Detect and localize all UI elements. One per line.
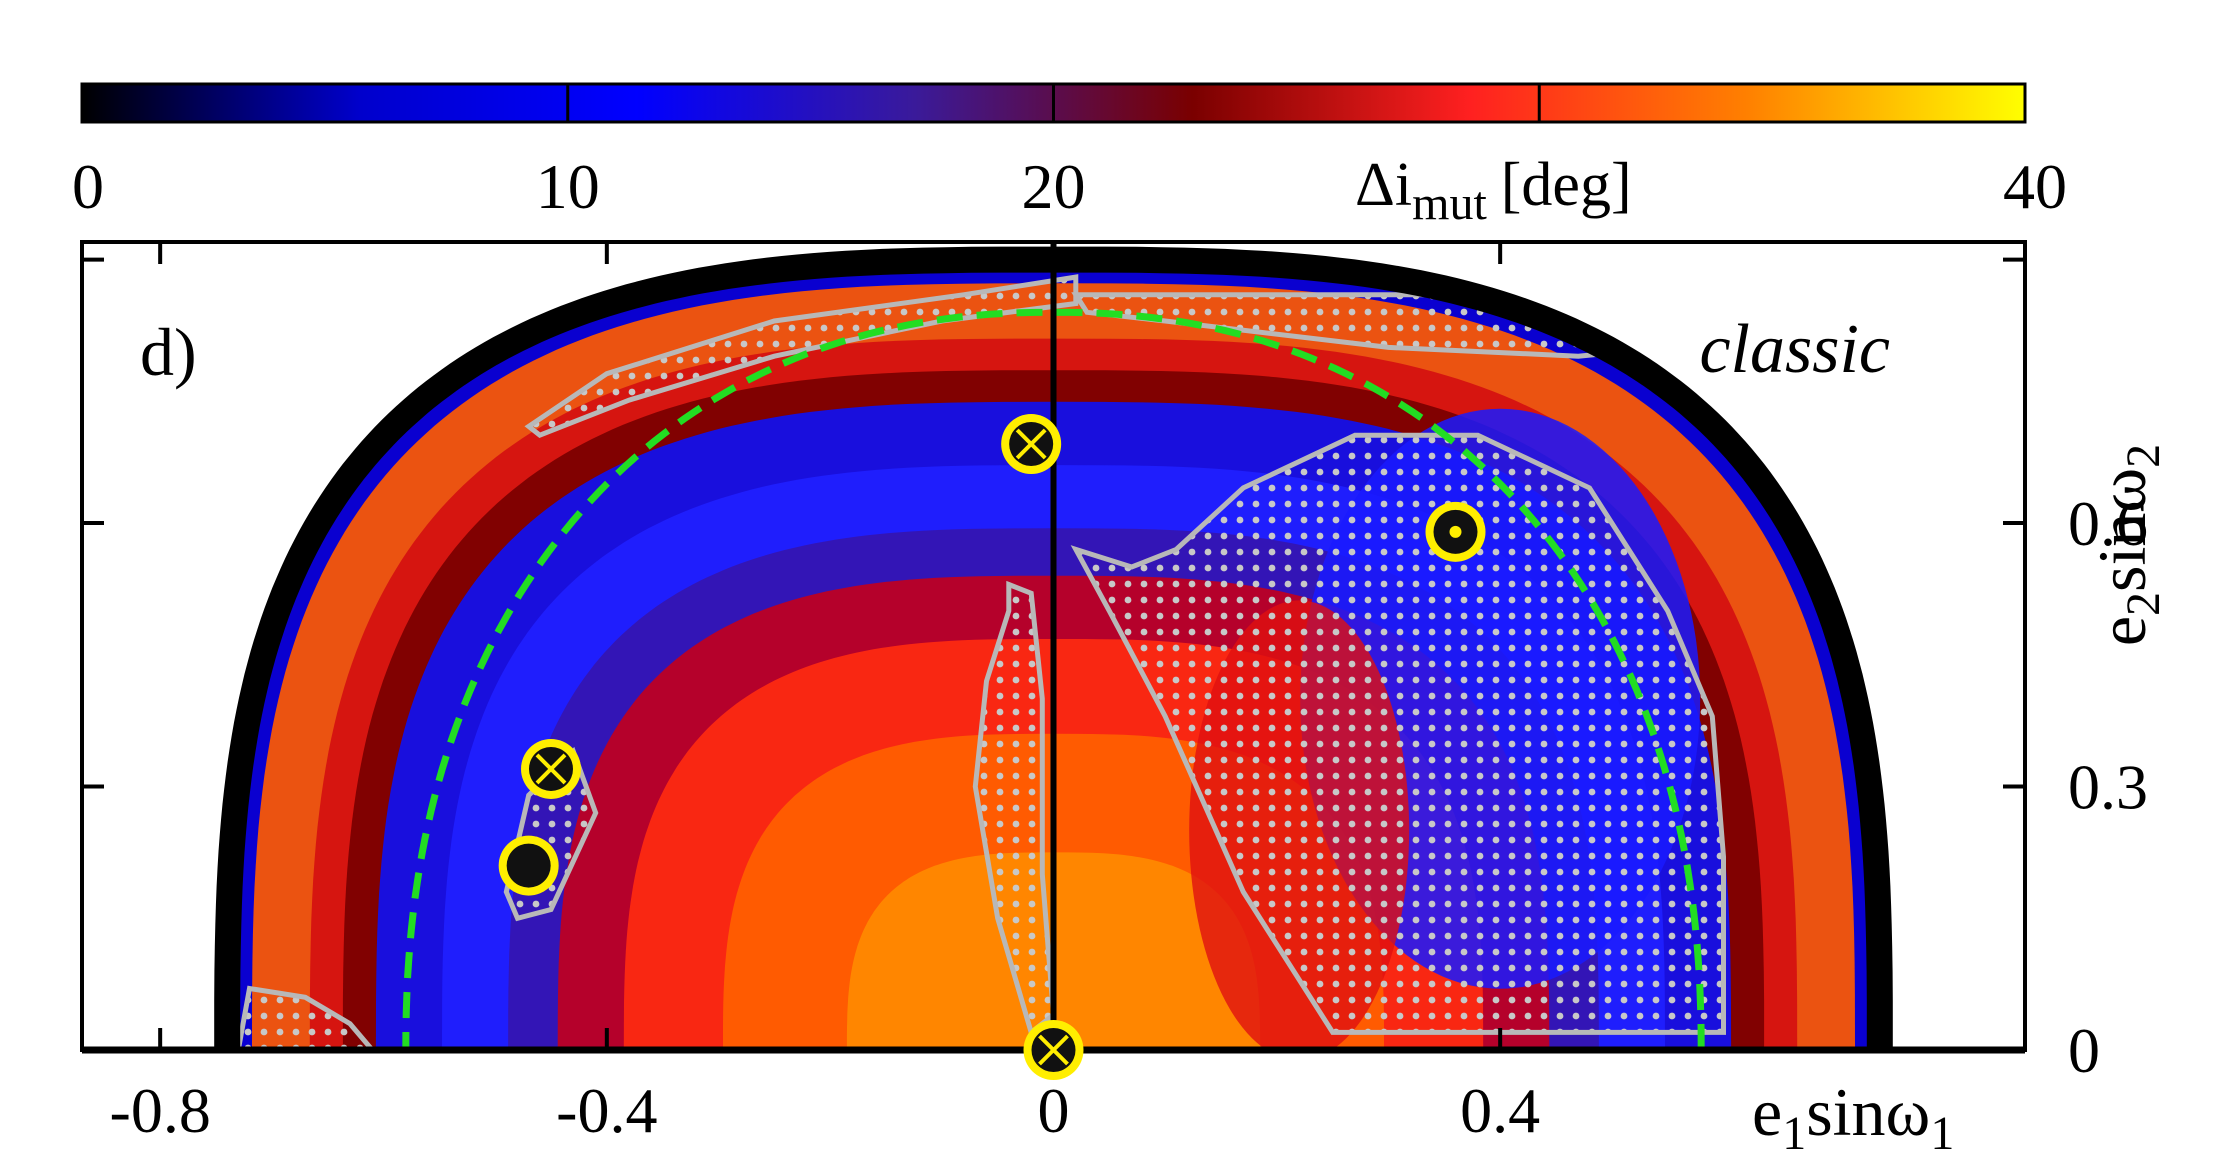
y-tick-labels: 0 0.3 0.6 <box>2068 488 2148 1086</box>
marker-crossed-circle <box>1023 1020 1084 1080</box>
y-tick-label: 0.3 <box>2068 752 2148 823</box>
marker-cross <box>1015 428 1047 460</box>
x-tick-labels: -0.8 -0.4 0 0.4 <box>110 1075 1541 1146</box>
colorbar: 0 10 20 40 Δimut [deg] <box>72 82 2067 230</box>
y-tick-label: 0 <box>2068 1015 2100 1086</box>
x-tick-label: -0.8 <box>110 1075 211 1146</box>
colorbar-tick-label: 0 <box>72 151 104 222</box>
y-axis-label: e2sinω2 <box>2084 444 2170 646</box>
colorbar-tick-label: 40 <box>2003 151 2067 222</box>
panel-label: d) <box>140 314 197 390</box>
marker-cross <box>1038 1034 1069 1066</box>
marker-dot <box>1449 525 1462 538</box>
marker-crossed-circle <box>521 738 581 799</box>
marker-filled-circle <box>498 835 559 896</box>
dashed-curve <box>402 308 1705 1051</box>
annotation-classic: classic <box>1699 311 1890 388</box>
y-tick-label: 0.6 <box>2068 488 2148 559</box>
x-tick-label: 0.4 <box>1460 1075 1540 1146</box>
marker-cross <box>535 753 567 785</box>
colorbar-tick-label: 10 <box>536 151 600 222</box>
x-tick-label: 0 <box>1038 1075 1070 1146</box>
marker-core <box>506 843 551 888</box>
marker-dotted-circle <box>1425 501 1486 562</box>
colorbar-tick-label: 20 <box>1022 151 1086 222</box>
stable-region-right-lobe <box>1070 432 1726 1035</box>
colorbar-tick-labels: 0 10 20 40 <box>72 151 2067 222</box>
markers <box>498 414 1486 1080</box>
colorbar-ticks <box>566 84 1541 122</box>
x-axis-label: e1sinω1 <box>1752 1074 1954 1160</box>
x-tick-label: -0.4 <box>556 1075 657 1146</box>
colorbar-label: Δimut [deg] <box>1355 151 1632 230</box>
marker-crossed-circle <box>1001 414 1062 474</box>
stable-regions <box>235 274 1726 1051</box>
plot-area: d) classic <box>80 240 2027 1080</box>
